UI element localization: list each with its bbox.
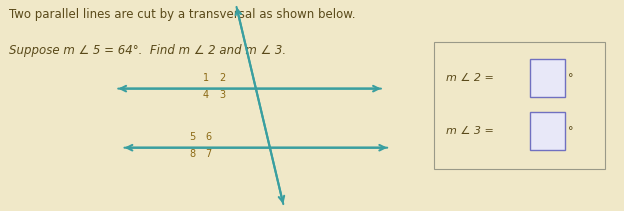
Bar [530,59,565,97]
Text: 4: 4 [203,90,209,100]
Text: 6: 6 [205,133,212,142]
Bar [530,112,565,150]
Text: 7: 7 [205,149,212,160]
Text: 1: 1 [203,73,209,83]
Text: m ∠ 3 =: m ∠ 3 = [446,126,497,136]
Text: 8: 8 [189,149,195,160]
Text: Suppose m ∠ 5 = 64°.  Find m ∠ 2 and m ∠ 3.: Suppose m ∠ 5 = 64°. Find m ∠ 2 and m ∠ … [9,44,286,57]
Text: 5: 5 [189,133,195,142]
Text: 2: 2 [219,73,225,83]
Text: °: ° [568,73,573,83]
Text: 3: 3 [219,90,225,100]
Text: m ∠ 2 =: m ∠ 2 = [446,73,497,83]
Bar [434,42,605,169]
Text: Two parallel lines are cut by a transversal as shown below.: Two parallel lines are cut by a transver… [9,8,356,22]
Text: °: ° [568,126,573,136]
